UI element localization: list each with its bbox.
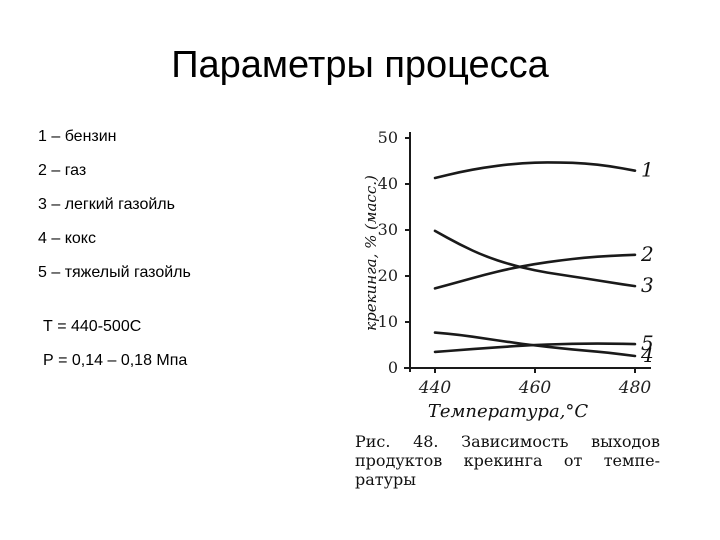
temperature-parameter: Т = 440-500С [43, 318, 142, 335]
y-tick-label: 0 [388, 358, 398, 377]
series-label-5: 5 [641, 331, 654, 355]
series-line-3 [433, 229, 637, 288]
y-axis-label: крекинга, % (масс.) [362, 175, 380, 331]
x-tick-label: 460 [518, 378, 552, 398]
series-line-5 [433, 342, 637, 354]
process-parameters: Т = 440-500С Р = 0,14 – 0,18 Мпа [43, 318, 187, 386]
series-line-1 [433, 161, 637, 180]
legend-item-coke: 4 – кокс [38, 230, 96, 247]
pressure-parameter: Р = 0,14 – 0,18 Мпа [43, 352, 188, 369]
slide-title: Параметры процесса [171, 44, 549, 86]
y-tick-label: 50 [378, 128, 398, 147]
legend-item-heavy-gasoil: 5 – тяжелый газойль [38, 264, 191, 281]
legend-list: 1 – бензин 2 – газ 3 – легкий газойль 4 … [38, 128, 191, 298]
cracking-yield-chart: 0 10 20 30 40 50 440 460 480 1 2 3 45 крекинга, % … [362, 128, 654, 422]
figure-caption-line-3: ратуры [355, 470, 417, 489]
x-axis-ticks: 440 460 480 [418, 368, 652, 398]
legend-item-gasoline: 1 – бензин [38, 128, 117, 145]
chart-axes [404, 132, 651, 372]
figure-caption-line-2: продуктов крекинга от темпе- [355, 451, 660, 470]
figure-caption-line-1: Рис. 48. Зависимость выходов [355, 432, 660, 451]
series-line-4 [433, 331, 637, 358]
legend-item-gas: 2 – газ [38, 162, 87, 179]
series-label-3: 3 [641, 273, 654, 297]
x-tick-label: 480 [618, 378, 652, 398]
y-tick-label: 20 [378, 266, 398, 285]
legend-item-light-gasoil: 3 – легкий газойль [38, 196, 175, 213]
series-label-4: 4 [640, 343, 654, 367]
series-label-1: 1 [641, 158, 654, 182]
y-tick-label: 40 [378, 174, 398, 193]
series-label-2: 2 [640, 242, 654, 266]
y-tick-label: 10 [378, 312, 398, 331]
y-axis-ticks: 0 10 20 30 40 50 [378, 128, 410, 377]
x-tick-label: 440 [418, 378, 452, 398]
figure-caption: Рис. 48. Зависимость выходов продуктов к… [355, 432, 660, 489]
chart-series-lines [433, 161, 637, 358]
x-axis-label: Температура,°С [428, 401, 589, 422]
chart-series-labels: 1 2 3 45 [640, 158, 654, 367]
y-tick-label: 30 [378, 220, 398, 239]
